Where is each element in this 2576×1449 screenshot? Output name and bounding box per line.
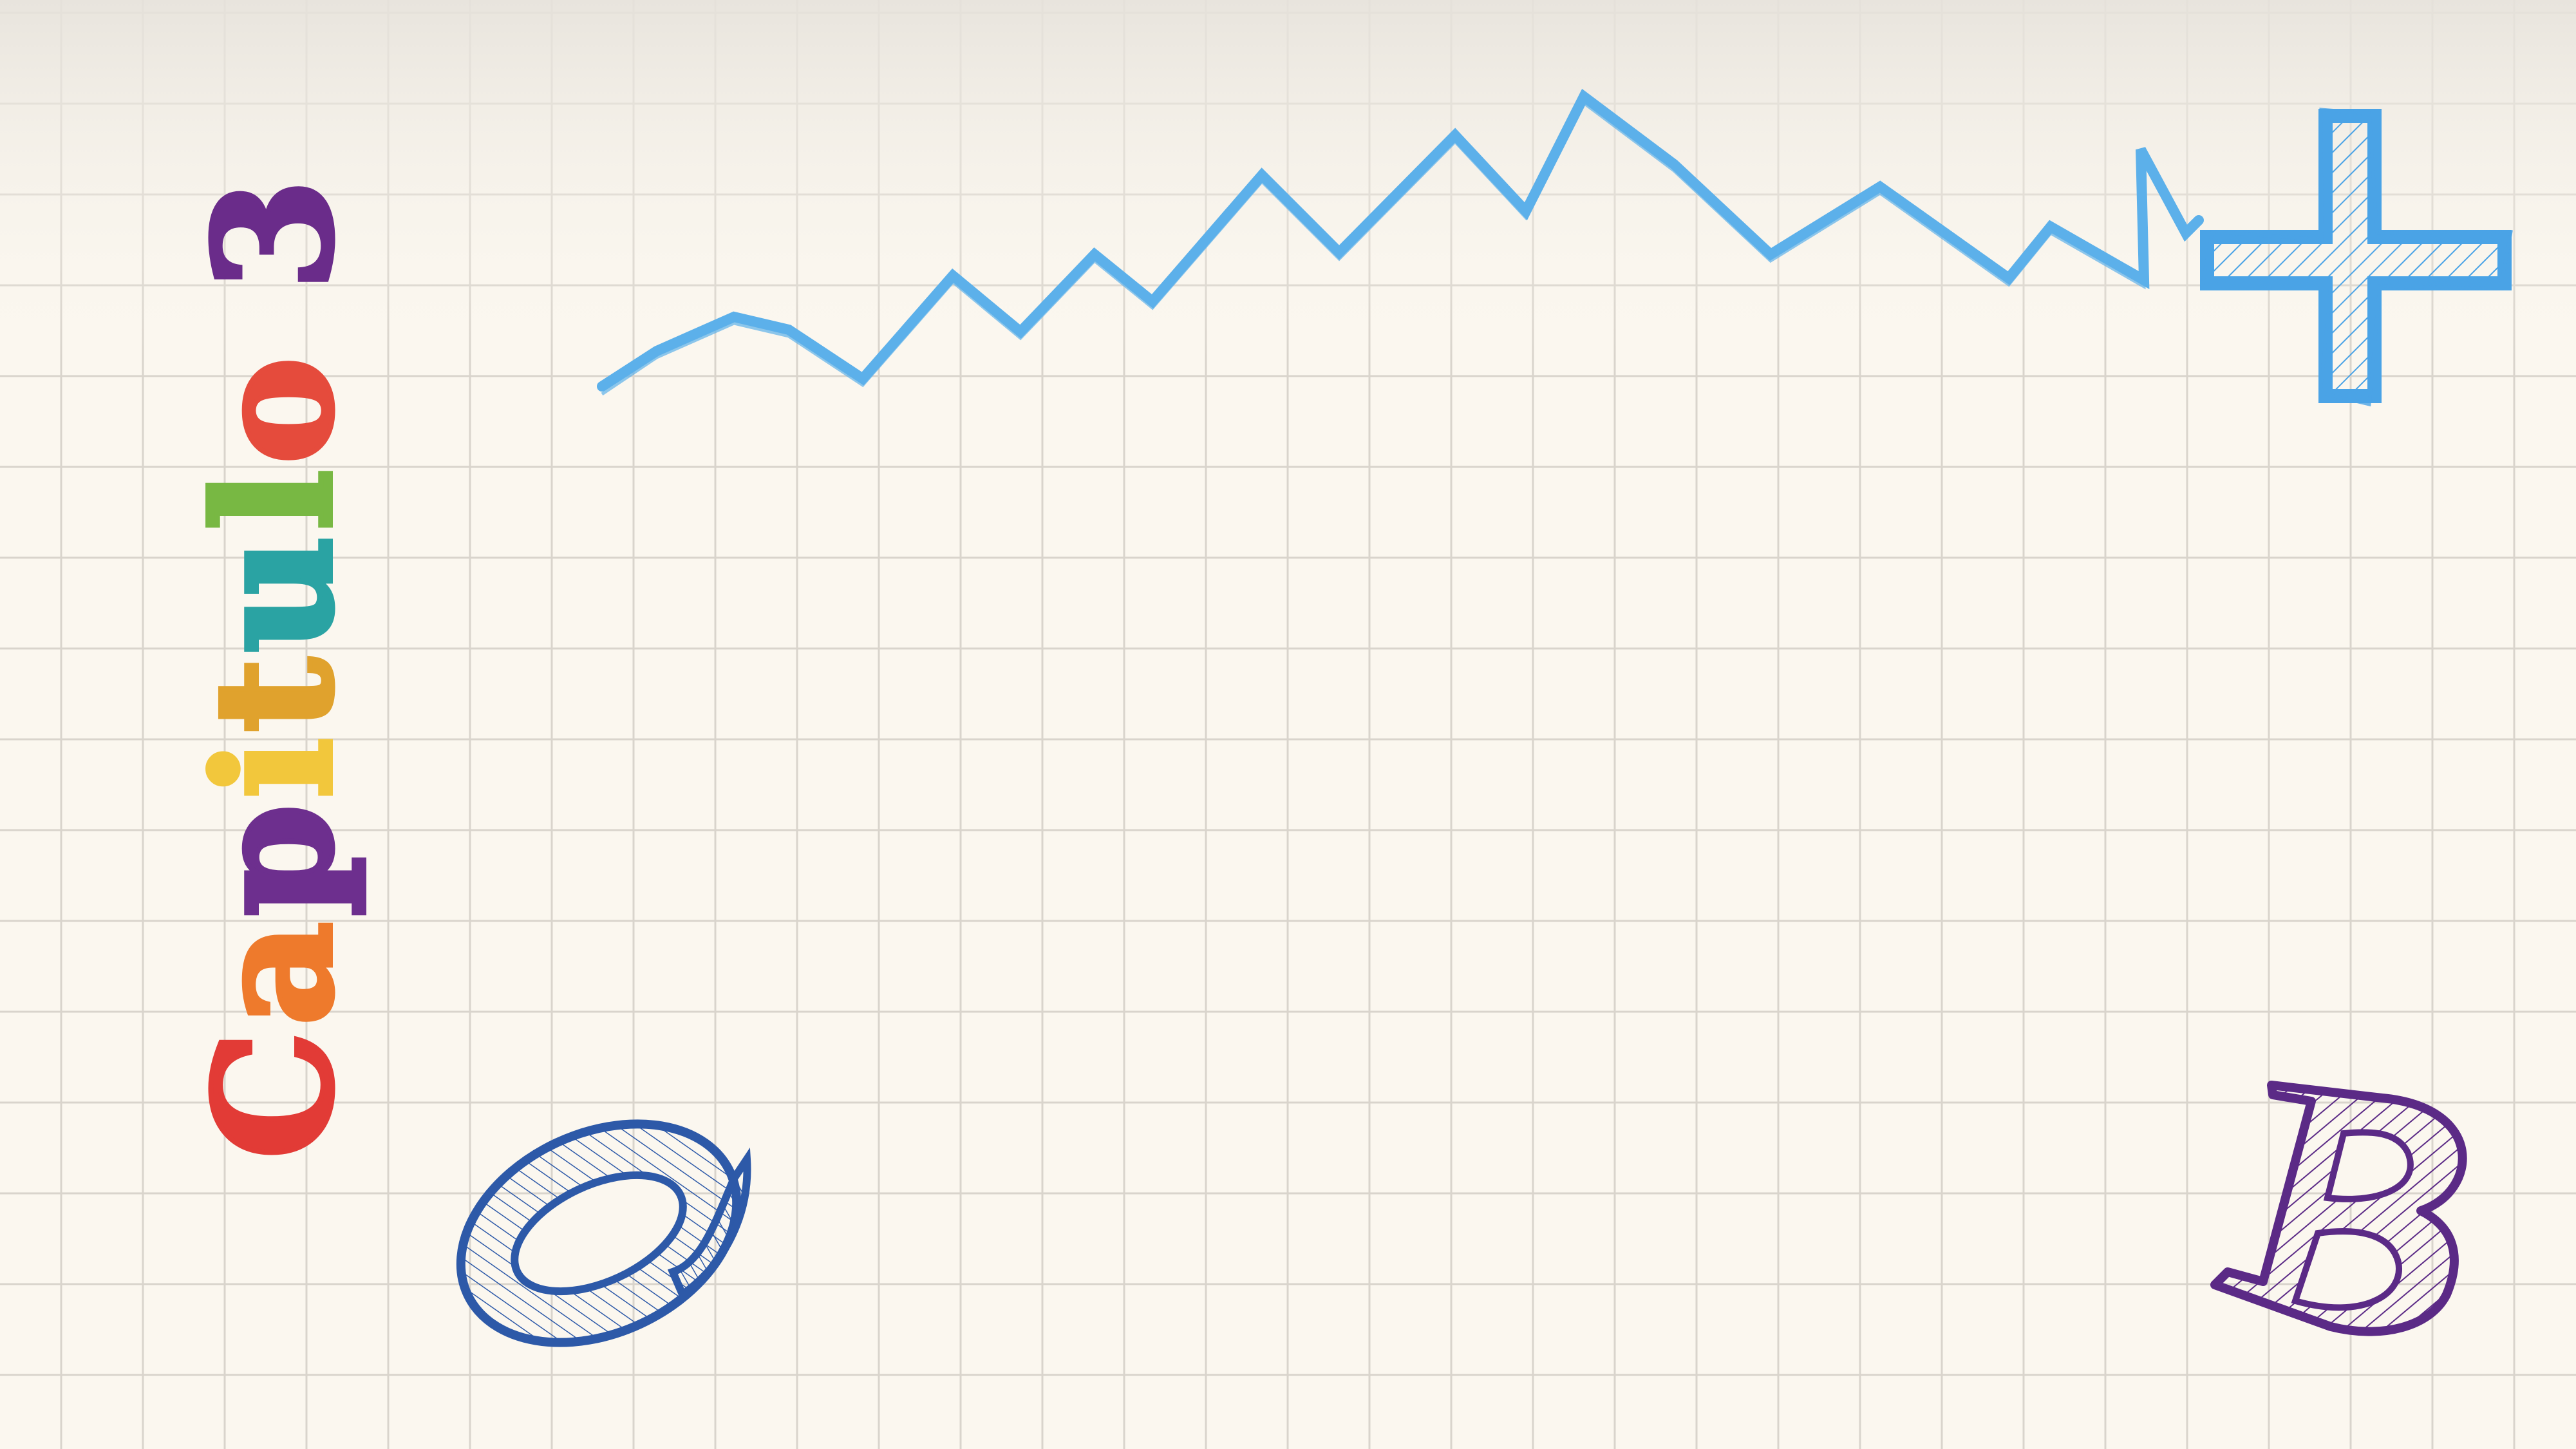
chapter-title-letter: u	[176, 528, 371, 656]
chapter-title-letter	[193, 290, 354, 352]
zigzag-line	[597, 88, 2204, 392]
q-letter-icon	[456, 1119, 751, 1347]
chapter-title: Capitulo 3	[176, 171, 371, 1162]
chapter-title-letter: i	[176, 730, 371, 801]
chapter-title-letter: o	[176, 349, 371, 467]
chapter-title-letter: p	[176, 796, 371, 919]
plus-icon	[2199, 108, 2514, 407]
chapter-title-letter: C	[176, 1023, 371, 1162]
chapter-title-letter: l	[176, 462, 371, 533]
chapter-title-letter: t	[176, 650, 371, 735]
chapter-title-letter: 3	[176, 171, 371, 293]
b-letter-icon	[2210, 1081, 2467, 1336]
chapter-title-letter: a	[176, 914, 371, 1028]
